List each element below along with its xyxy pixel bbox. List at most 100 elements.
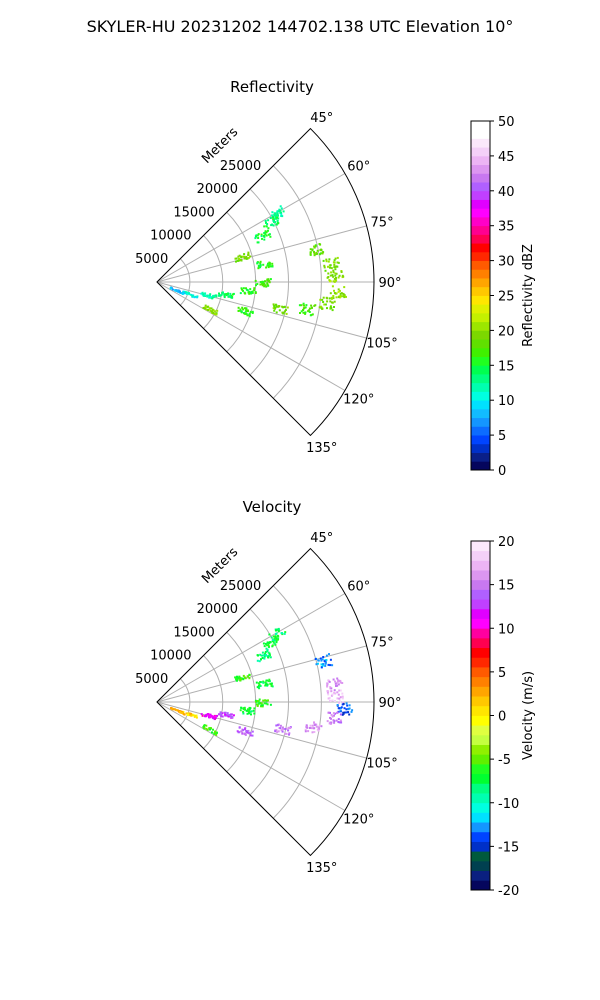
echo-gate — [248, 677, 251, 680]
echo-gate — [327, 690, 330, 693]
echo-gate — [228, 295, 231, 298]
echo-gate — [226, 712, 229, 715]
echo-gate — [250, 291, 253, 294]
echo-gate — [300, 310, 303, 313]
echo-gate — [336, 256, 339, 259]
echo-gate — [342, 711, 345, 714]
angle-tick-label: 75° — [371, 216, 394, 231]
echo-gate — [240, 310, 243, 313]
echo-gate — [262, 681, 265, 684]
colorbar-label: Velocity (m/s) — [521, 671, 536, 760]
colorbar-segment — [471, 550, 490, 561]
echo-gate — [201, 714, 204, 717]
echo-gate — [241, 731, 244, 734]
reflectivity-polar-plot: 45° 60° 75° 90° 105° 120° 135° 5000 10000 15000 20… — [135, 111, 401, 456]
echo-gate — [324, 664, 327, 667]
echo-gate — [245, 308, 248, 311]
echo-gate — [243, 676, 246, 679]
echo-gate — [338, 274, 341, 277]
echo-gate — [335, 292, 338, 295]
echo-gate — [341, 695, 344, 698]
echo-gate — [332, 295, 335, 297]
echo-gate — [335, 719, 338, 722]
echo-gate — [334, 692, 337, 695]
echo-gate — [272, 303, 275, 306]
echo-gate — [317, 729, 320, 732]
echo-gate — [241, 732, 244, 735]
echo-gate — [219, 711, 222, 714]
colorbar-segment — [471, 637, 490, 649]
echo-gate — [266, 683, 269, 686]
echo-gate — [185, 292, 188, 295]
echo-gate — [244, 292, 247, 295]
reflectivity-colorbar: 0 5 10 15 20 25 30 35 40 45 50 Reflectivity dBZ — [470, 115, 536, 479]
echo-gate — [273, 639, 276, 642]
echo-gate — [206, 728, 209, 731]
echo-gate — [274, 730, 277, 733]
angle-tick-label: 120° — [343, 813, 374, 828]
echo-gate — [263, 235, 266, 238]
colorbar-segment — [471, 147, 490, 157]
echo-gate — [330, 271, 333, 274]
colorbar-segment — [471, 589, 490, 600]
echo-gate — [327, 260, 330, 263]
echo-gate — [205, 727, 208, 730]
echo-gate — [347, 711, 350, 714]
colorbar-label: Reflectivity dBZ — [521, 244, 536, 347]
echo-gate — [230, 294, 233, 297]
echo-gate — [327, 272, 330, 275]
echo-gate — [333, 691, 336, 694]
echo-gate — [321, 307, 324, 310]
echo-gate — [336, 681, 339, 684]
echo-gate — [175, 709, 178, 712]
colorbar-segment — [471, 260, 490, 270]
echo-gate — [268, 680, 271, 683]
echo-gate — [279, 205, 282, 208]
echo-gate — [247, 254, 250, 256]
echo-gate — [237, 306, 240, 309]
echo-gate — [257, 233, 260, 236]
echo-gate — [266, 223, 269, 225]
echo-gate — [258, 264, 261, 267]
echo-gate — [271, 211, 274, 214]
colorbar-tick-label: 15 — [498, 359, 515, 374]
colorbar-tick-label: 40 — [498, 185, 515, 200]
echo-gate — [209, 727, 212, 730]
colorbar-segment — [471, 356, 490, 366]
echo-gate — [253, 712, 256, 715]
echo-gate — [317, 659, 320, 662]
echo-gate — [256, 234, 259, 237]
echo-gate — [317, 726, 320, 729]
echo-gate — [338, 680, 341, 682]
echo-gate — [218, 294, 220, 297]
echo-gate — [277, 305, 280, 308]
echo-gate — [282, 210, 285, 213]
echo-gate — [284, 310, 286, 313]
echo-gate — [275, 311, 278, 314]
echo-gate — [243, 257, 246, 260]
echo-gate — [182, 713, 185, 715]
echo-gate — [225, 293, 228, 295]
echo-gate — [183, 292, 186, 295]
echo-gate — [242, 712, 245, 715]
echo-gate — [261, 704, 264, 707]
echo-gate — [210, 307, 213, 310]
echo-gate — [337, 290, 340, 293]
echo-gate — [322, 296, 325, 299]
echo-gate — [223, 294, 226, 297]
echo-gate — [245, 257, 248, 260]
echo-gate — [330, 297, 333, 300]
echo-gate — [259, 685, 262, 687]
angle-tick-label: 90° — [378, 696, 401, 711]
echo-gate — [280, 207, 283, 210]
echo-gate — [276, 211, 279, 214]
echo-gate — [220, 715, 223, 718]
echo-gate — [327, 697, 330, 700]
echo-gate — [239, 679, 242, 682]
azimuth-gridline — [156, 281, 346, 391]
echo-gate — [322, 664, 325, 667]
echo-gate — [345, 702, 348, 705]
echo-gate — [238, 254, 241, 257]
echo-gate — [182, 710, 185, 713]
echo-gate — [267, 229, 269, 232]
